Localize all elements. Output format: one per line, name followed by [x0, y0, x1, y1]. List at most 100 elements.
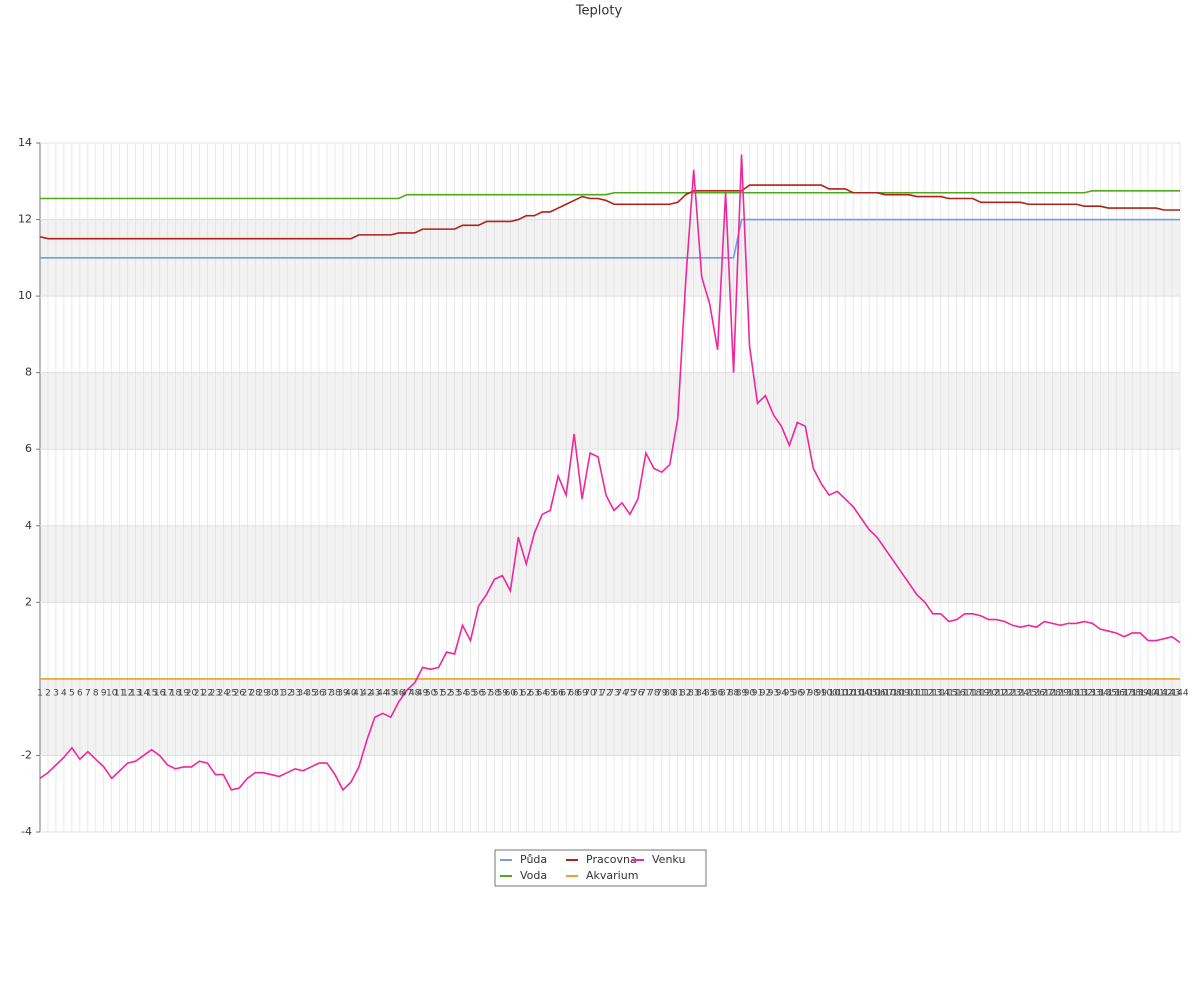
x-tick-label: 66 — [552, 688, 564, 698]
x-tick-label: 33 — [289, 688, 300, 698]
x-tick-label: 80 — [664, 688, 676, 698]
x-tick-label: 119 — [972, 688, 989, 698]
x-tick-label: 6 — [77, 688, 83, 698]
x-tick-label: 114 — [932, 688, 949, 698]
legend-label: Venku — [652, 853, 685, 866]
legend-box — [494, 849, 707, 887]
x-tick-label: 96 — [792, 688, 804, 698]
x-tick-label: 89 — [736, 688, 748, 698]
x-tick-label: 125 — [1020, 688, 1037, 698]
x-tick-label: 21 — [194, 688, 205, 698]
series-line — [40, 218, 1180, 259]
x-tick-label: 29 — [257, 688, 269, 698]
x-tick-label: 1 — [37, 688, 43, 698]
y-tick-label: 2 — [25, 595, 32, 608]
x-tick-label: 11 — [114, 688, 125, 698]
x-tick-label: 98 — [808, 688, 820, 698]
x-tick-label: 129 — [1052, 688, 1069, 698]
x-tick-label: 103 — [845, 688, 862, 698]
x-tick-label: 105 — [860, 688, 877, 698]
x-tick-label: 32 — [281, 688, 292, 698]
x-tick-label: 79 — [656, 688, 668, 698]
x-tick-label: 45 — [385, 688, 396, 698]
x-tick-label: 133 — [1084, 688, 1101, 698]
x-tick-label: 58 — [489, 688, 501, 698]
x-tick-label: 49 — [417, 688, 429, 698]
x-tick-label: 139 — [1132, 688, 1149, 698]
x-tick-label: 85 — [704, 688, 715, 698]
x-tick-label: 95 — [784, 688, 795, 698]
x-tick-label: 9 — [101, 688, 107, 698]
x-tick-label: 63 — [529, 688, 540, 698]
x-tick-label: 43 — [369, 688, 380, 698]
series-line — [40, 190, 1180, 200]
x-tick-label: 34 — [297, 688, 309, 698]
x-tick-label: 138 — [1124, 688, 1141, 698]
x-tick-label: 124 — [1012, 688, 1029, 698]
x-tick-label: 18 — [170, 688, 182, 698]
x-tick-label: 81 — [672, 688, 683, 698]
legend-label: Voda — [520, 869, 547, 882]
x-tick-label: 35 — [305, 688, 316, 698]
x-tick-label: 30 — [265, 688, 277, 698]
x-tick-label: 109 — [892, 688, 909, 698]
x-tick-label: 24 — [218, 688, 230, 698]
x-tick-label: 14 — [138, 688, 150, 698]
x-tick-label: 26 — [234, 688, 246, 698]
x-tick-label: 39 — [337, 688, 349, 698]
x-tick-label: 123 — [1004, 688, 1021, 698]
x-tick-label: 116 — [948, 688, 965, 698]
x-tick-label: 94 — [776, 688, 788, 698]
x-tick-label: 104 — [853, 688, 870, 698]
legend-label: Akvarium — [586, 869, 638, 882]
x-tick-label: 127 — [1036, 688, 1053, 698]
x-tick-label: 72 — [600, 688, 611, 698]
x-tick-label: 16 — [154, 688, 166, 698]
x-tick-label: 65 — [544, 688, 555, 698]
series-line — [39, 154, 1181, 792]
x-tick-label: 99 — [816, 688, 828, 698]
x-tick-label: 83 — [688, 688, 699, 698]
x-tick-label: 107 — [876, 688, 893, 698]
x-tick-label: 141 — [1147, 688, 1164, 698]
x-tick-label: 115 — [940, 688, 957, 698]
x-tick-label: 126 — [1028, 688, 1045, 698]
lines — [39, 154, 1181, 792]
x-tick-label: 69 — [576, 688, 588, 698]
x-tick-label: 59 — [497, 688, 509, 698]
x-tick-label: 4 — [61, 688, 67, 698]
x-tick-label: 78 — [648, 688, 660, 698]
band — [40, 678, 1180, 756]
series-line — [39, 184, 1180, 240]
x-tick-label: 60 — [505, 688, 517, 698]
x-tick-label: 102 — [837, 688, 854, 698]
x-tick-label: 10 — [106, 688, 118, 698]
x-tick-label: 100 — [821, 688, 838, 698]
x-tick-label: 143 — [1163, 688, 1180, 698]
y-tick-label: 12 — [18, 213, 32, 226]
x-tick-label: 140 — [1140, 688, 1157, 698]
x-tick-label: 27 — [242, 688, 253, 698]
x-tick-label: 3 — [53, 688, 59, 698]
x-tick-label: 46 — [393, 688, 405, 698]
legend-label: Půda — [520, 853, 547, 866]
x-tick-label: 91 — [752, 688, 763, 698]
x-tick-label: 137 — [1116, 688, 1133, 698]
x-tick-label: 25 — [226, 688, 237, 698]
chart-title: Teploty — [575, 4, 623, 19]
x-tick-label: 113 — [924, 688, 941, 698]
x-tick-label: 51 — [433, 688, 444, 698]
x-tick-label: 17 — [162, 688, 173, 698]
x-tick-label: 121 — [988, 688, 1005, 698]
y-tick-label: 6 — [25, 442, 32, 455]
x-tick-label: 28 — [250, 688, 262, 698]
x-tick-label: 37 — [321, 688, 332, 698]
x-tick-label: 132 — [1076, 688, 1093, 698]
x-tick-label: 144 — [1171, 688, 1188, 698]
x-tick-label: 135 — [1100, 688, 1117, 698]
x-tick-label: 67 — [560, 688, 571, 698]
x-tick-label: 88 — [728, 688, 740, 698]
x-tick-label: 134 — [1092, 688, 1109, 698]
y-tick-label: -2 — [21, 748, 32, 761]
x-tick-label: 74 — [616, 688, 628, 698]
